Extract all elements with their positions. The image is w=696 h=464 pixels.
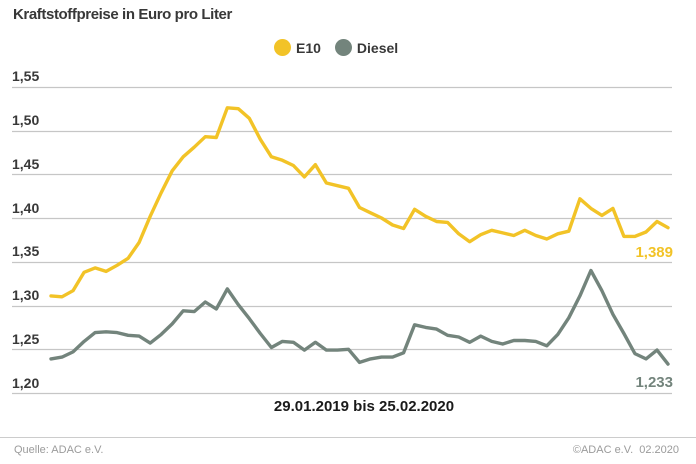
y-tick-label: 1,50 [12, 112, 40, 129]
legend-label-diesel: Diesel [356, 39, 399, 56]
legend-dot-e10-icon [274, 39, 291, 56]
y-tick-label: 1,40 [12, 199, 40, 216]
series-line-diesel [49, 268, 670, 366]
y-tick-label: 1,20 [12, 374, 40, 391]
y-tick-label: 1,55 [12, 68, 40, 85]
legend-dot-diesel-icon [334, 39, 352, 56]
legend-label-e10: E10 [296, 39, 321, 56]
footer-divider [0, 437, 696, 438]
y-tick-label: 1,45 [12, 155, 40, 172]
series-line-e10 [49, 106, 670, 299]
y-tick-label: 1,35 [12, 243, 40, 260]
diesel-end-value: 1,233 [635, 374, 673, 392]
x-axis-label: 29.01.2019 bis 25.02.2020 [273, 398, 455, 415]
y-tick-label: 1,25 [12, 330, 40, 347]
e10-end-value: 1,389 [635, 243, 673, 261]
copyright-note: ©ADAC e.V. 02.2020 [572, 444, 679, 456]
y-tick-label: 1,30 [12, 287, 40, 304]
chart-title: Kraftstoffpreise in Euro pro Liter [13, 6, 232, 23]
legend: E10 Diesel [274, 38, 398, 57]
source-note: Quelle: ADAC e.V. [14, 444, 104, 456]
